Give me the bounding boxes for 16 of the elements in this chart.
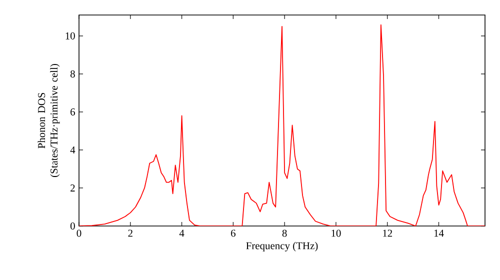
x-tick-label: 2 [128, 230, 132, 237]
y-tick-label: 2 [70, 184, 75, 192]
y-tick-label: 4 [70, 146, 76, 154]
x-tick-label: 6 [231, 230, 236, 237]
y-tick-label: 10 [66, 32, 75, 40]
y-tick-label: 6 [70, 108, 76, 116]
x-tick-label: 12 [383, 230, 392, 237]
x-tick-label: 10 [332, 230, 341, 237]
x-tick-label: 0 [76, 230, 82, 237]
y-tick-label: 8 [70, 70, 75, 78]
x-tick-label: 4 [179, 230, 184, 237]
x-tick-label: 14 [434, 230, 444, 237]
y-axis-title: Phonon DOS (States/THz·primitive cell) [38, 64, 60, 177]
x-axis-title: Frequency (THz) [246, 242, 318, 252]
y-tick-label: 0 [70, 222, 75, 230]
x-tick-label: 8 [282, 230, 287, 237]
